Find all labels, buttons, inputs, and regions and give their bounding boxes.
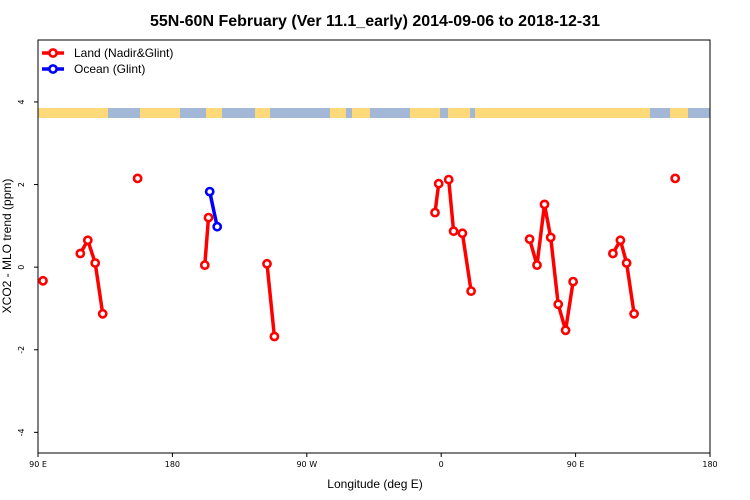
data-point-land — [433, 178, 444, 189]
x-axis: 90 E 180 90 W 0 90 E 180 — [29, 453, 718, 469]
x-tick-label: 90 W — [296, 460, 317, 469]
data-point-land — [560, 325, 571, 336]
x-axis-label: Longitude (deg E) — [327, 477, 422, 491]
chart-title: 55N-60N February (Ver 11.1_early) 2014-0… — [150, 13, 600, 30]
y-axis-label: XCO2 - MLO trend (ppm) — [0, 179, 14, 314]
x-tick-label: 180 — [702, 460, 717, 469]
data-point-land — [545, 232, 556, 243]
x-tick-label: 90 E — [567, 460, 585, 469]
data-point-land — [443, 174, 454, 185]
data-point-ocean — [212, 221, 223, 232]
data-point-land — [199, 260, 210, 270]
world-map-strip — [38, 108, 710, 118]
legend-marker-ocean — [48, 64, 58, 74]
y-tick-label: 2 — [17, 182, 26, 187]
y-tick-label: -4 — [17, 428, 26, 436]
data-point-ocean — [204, 186, 215, 197]
map-land — [475, 108, 650, 118]
map-land — [410, 108, 440, 118]
map-land — [38, 108, 108, 118]
legend-marker-land — [48, 48, 58, 58]
data-point-land — [262, 258, 272, 269]
y-tick-label: 0 — [17, 265, 26, 270]
data-point-land — [82, 235, 93, 246]
series-layer — [38, 173, 681, 342]
x-tick-label: 90 E — [29, 460, 47, 469]
data-point-land — [615, 235, 626, 246]
data-point-land — [448, 226, 459, 237]
series-line-land — [265, 263, 277, 337]
series-line-ocean — [207, 191, 219, 228]
x-tick-label: 0 — [439, 460, 444, 469]
legend-entry-land: Land (Nadir&Glint) — [42, 46, 173, 60]
plot-frame — [37, 39, 711, 454]
y-tick-label: -2 — [17, 346, 26, 354]
data-point-land — [38, 275, 48, 286]
map-ocean — [38, 108, 710, 118]
data-point-land — [532, 260, 542, 270]
map-land — [140, 108, 180, 118]
map-land — [448, 108, 470, 118]
data-point-land — [568, 276, 578, 287]
data-point-land — [524, 234, 535, 244]
y-axis: -4 -2 0 2 4 — [17, 99, 38, 436]
data-point-land — [269, 331, 280, 342]
data-point-land — [457, 228, 468, 239]
legend-entry-ocean: Ocean (Glint) — [42, 62, 145, 76]
x-tick-label: 180 — [165, 460, 180, 469]
y-tick-label: 4 — [17, 99, 26, 104]
data-point-land — [621, 258, 632, 268]
data-point-land — [90, 258, 101, 268]
data-point-land — [670, 173, 681, 184]
data-point-land — [553, 299, 564, 310]
data-point-land — [132, 173, 143, 184]
series-line-land — [203, 217, 211, 266]
data-point-land — [629, 308, 639, 319]
legend-label-land: Land (Nadir&Glint) — [74, 46, 173, 60]
data-point-land — [203, 212, 214, 223]
series-line-land — [611, 238, 636, 315]
map-land — [206, 108, 222, 118]
data-point-land — [466, 286, 476, 296]
data-point-land — [539, 199, 550, 210]
map-land — [352, 108, 370, 118]
legend-label-ocean: Ocean (Glint) — [74, 62, 145, 76]
map-land — [670, 108, 688, 118]
legend: Land (Nadir&Glint) Ocean (Glint) — [42, 46, 173, 76]
data-point-land — [97, 308, 108, 319]
data-point-land — [430, 207, 440, 218]
data-point-land — [75, 248, 86, 259]
series-line-land — [78, 238, 105, 315]
data-point-land — [608, 248, 618, 259]
map-land — [330, 108, 346, 118]
map-land — [255, 108, 270, 118]
